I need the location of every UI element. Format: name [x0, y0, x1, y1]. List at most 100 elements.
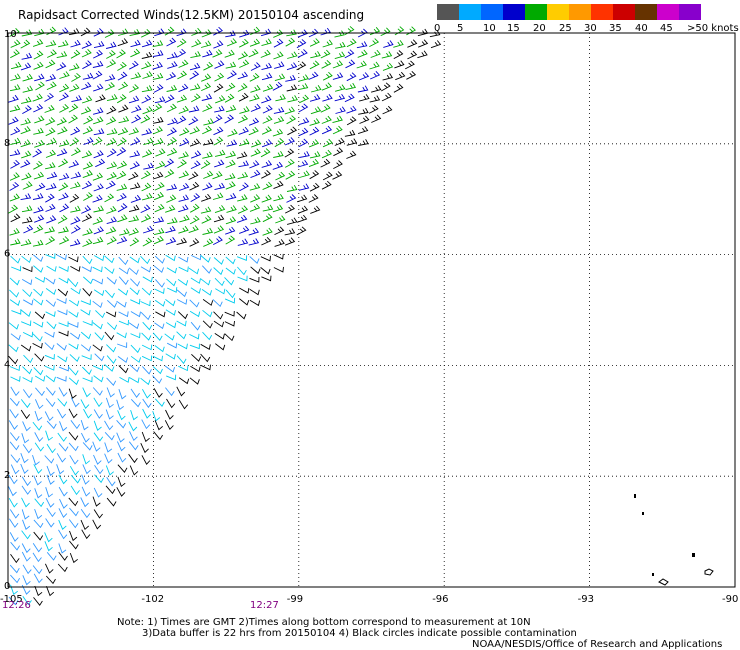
wind-barb [32, 148, 43, 158]
wind-barb [334, 137, 345, 146]
wind-barb [33, 298, 44, 306]
wind-barb [8, 486, 17, 497]
time-label-end: 12:27 [250, 600, 279, 611]
wind-barb [200, 255, 211, 263]
wind-barb [272, 204, 284, 213]
wind-barb [298, 117, 310, 126]
wind-barb [140, 443, 149, 454]
wind-barb [20, 238, 32, 247]
wind-barb [155, 311, 166, 318]
wind-barb [106, 477, 116, 487]
wind-barb [212, 171, 223, 180]
wind-barb [284, 228, 296, 236]
wind-barb [21, 485, 32, 495]
wind-barb [250, 169, 261, 179]
wind-barb [225, 181, 236, 190]
wind-barb [92, 441, 101, 452]
wind-barb [130, 39, 141, 48]
wind-barb [166, 84, 178, 92]
wind-barb [178, 399, 189, 410]
wind-barb [140, 204, 151, 214]
wind-barb [46, 215, 57, 224]
wind-barb [152, 332, 163, 341]
wind-barb [212, 236, 223, 245]
wind-barb [81, 150, 93, 159]
wind-barb [333, 147, 344, 157]
wind-barb [225, 289, 236, 299]
wind-barb [225, 104, 237, 113]
wind-barb [81, 95, 93, 104]
wind-barb [69, 137, 80, 147]
wind-barb [32, 565, 43, 575]
wind-barb [118, 389, 127, 400]
wind-barb [32, 93, 43, 102]
wind-barb [177, 311, 188, 320]
wind-barb [33, 50, 44, 60]
wind-barb [70, 420, 81, 430]
wind-barb [141, 51, 153, 59]
wind-barb [69, 552, 78, 564]
wind-barb [57, 214, 68, 224]
wind-barb [346, 138, 358, 146]
wind-barb [356, 60, 367, 69]
wind-barb [59, 92, 69, 102]
wind-barb [58, 40, 69, 48]
wind-barb [45, 149, 57, 158]
scale-swatch [657, 4, 679, 20]
wind-barb [238, 126, 249, 135]
wind-barb [407, 50, 418, 60]
wind-barb [69, 83, 80, 92]
wind-barb [34, 508, 43, 520]
wind-barb [57, 563, 68, 573]
wind-barb [93, 41, 105, 49]
scale-label: 5 [457, 23, 464, 34]
wind-barb [333, 160, 343, 169]
wind-barb [191, 353, 202, 362]
wind-barb [82, 255, 93, 265]
wind-barb [178, 365, 189, 372]
wind-barb [261, 194, 272, 203]
wind-barb [46, 507, 56, 518]
wind-barb [130, 332, 141, 339]
wind-barb [227, 70, 237, 80]
wind-barb [166, 342, 178, 349]
wind-barb [45, 203, 56, 212]
wind-barb [130, 355, 142, 363]
wind-barb [129, 161, 140, 170]
wind-barb [178, 170, 190, 179]
wind-barb [201, 193, 212, 202]
wind-barb [80, 419, 89, 431]
wind-barb [106, 236, 117, 245]
scale-swatch [591, 4, 613, 20]
wind-barb [165, 254, 176, 262]
wind-barb [260, 49, 271, 58]
wind-barb [165, 204, 176, 213]
wind-barb [105, 82, 116, 91]
wind-barb [140, 255, 151, 265]
wind-barb [22, 564, 32, 575]
wind-barb [262, 104, 273, 114]
scale-label: 45 [660, 23, 673, 34]
wind-barb [359, 94, 370, 102]
wind-barb [248, 227, 260, 236]
wind-barb [393, 50, 404, 59]
wind-barb [178, 83, 189, 93]
wind-barb [370, 49, 381, 58]
wind-barb [116, 441, 126, 452]
wind-barb [56, 117, 67, 126]
wind-barb [298, 74, 309, 82]
wind-barb [117, 38, 129, 47]
wind-barb [310, 205, 321, 214]
wind-barb [68, 299, 80, 307]
x-tick-label: -99 [287, 594, 303, 605]
wind-barb [381, 92, 392, 102]
wind-barb [320, 158, 331, 168]
wind-barb [81, 82, 92, 91]
wind-barb [44, 342, 55, 351]
wind-barb [248, 238, 260, 246]
wind-barb [224, 320, 235, 327]
wind-barb [167, 127, 177, 137]
wind-barb [335, 106, 346, 114]
wind-barb [81, 180, 93, 190]
